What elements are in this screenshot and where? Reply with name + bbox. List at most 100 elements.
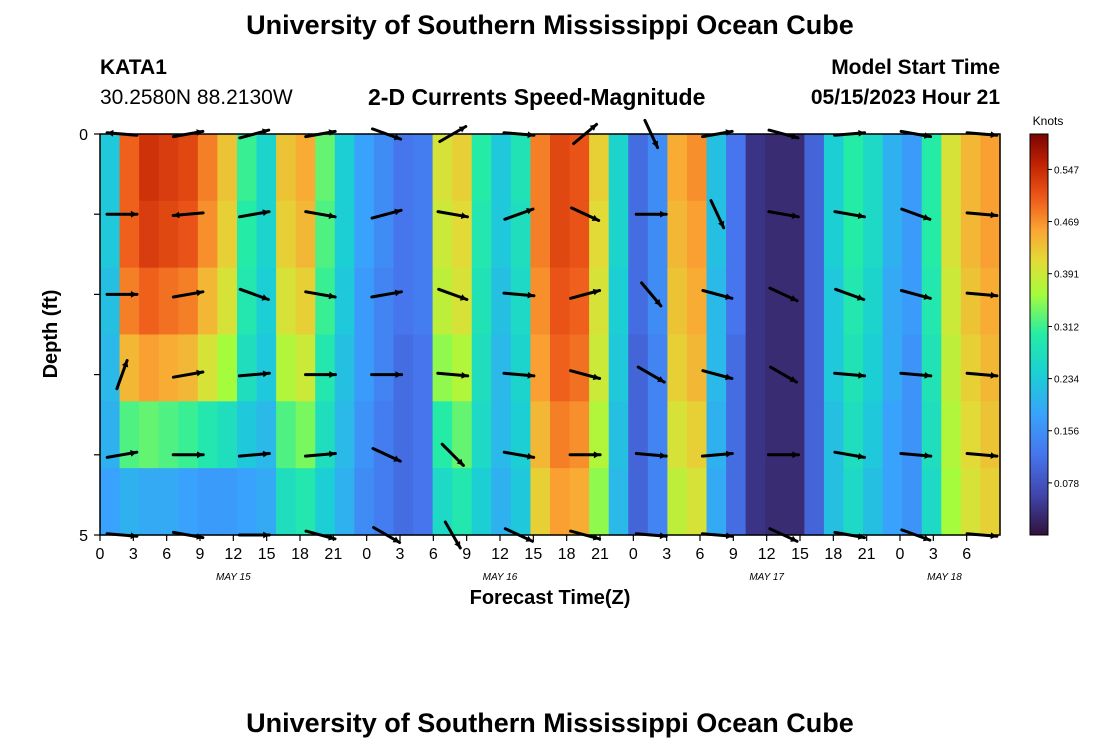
heatmap-cell — [276, 468, 297, 536]
current-arrow — [304, 210, 337, 219]
heatmap-cell — [197, 200, 218, 269]
heatmap-cell — [510, 134, 532, 202]
current-arrow — [171, 451, 205, 459]
heatmap-cell — [530, 468, 551, 536]
heatmap-cell — [236, 334, 258, 402]
heatmap-cell — [784, 468, 805, 536]
heatmap-cell — [530, 334, 551, 402]
heatmap-cell — [980, 134, 1001, 202]
current-arrow — [371, 447, 402, 463]
current-arrow — [503, 207, 535, 221]
heatmap-cell — [354, 134, 375, 202]
heatmap-cell — [843, 401, 864, 469]
heatmap-cell — [628, 267, 649, 336]
heatmap-cell — [139, 134, 160, 202]
heatmap-cell — [745, 200, 766, 269]
heatmap-cell — [158, 468, 179, 536]
heatmap-cell — [882, 468, 903, 536]
heatmap-cell — [667, 401, 688, 469]
heatmap-cell — [784, 267, 805, 336]
date-label: MAY 17 — [749, 572, 784, 583]
current-arrow — [709, 199, 726, 230]
y-axis-label: Depth (ft) — [40, 290, 62, 379]
heatmap-cell — [276, 401, 297, 469]
x-tick-label: 9 — [462, 546, 471, 563]
heatmap-cell — [941, 134, 962, 202]
heatmap-cell — [667, 334, 688, 402]
heatmap-cell — [804, 134, 825, 202]
x-tick-label: 0 — [96, 546, 105, 563]
heatmap-cell — [941, 468, 962, 536]
x-tick-label: 3 — [396, 546, 405, 563]
heatmap-cell — [960, 134, 982, 202]
x-tick-label: 3 — [129, 546, 138, 563]
current-arrow — [640, 281, 663, 308]
heatmap-cell — [921, 134, 942, 202]
heatmap-cell — [823, 267, 845, 336]
heatmap-cell — [804, 267, 825, 336]
current-arrow — [700, 450, 734, 458]
current-arrow — [105, 291, 139, 298]
heatmap-cell — [765, 200, 786, 269]
current-arrow — [965, 371, 999, 379]
heatmap-cell — [393, 200, 414, 269]
x-tick-label: 15 — [791, 546, 809, 563]
heatmap-cell — [295, 468, 316, 536]
heatmap-cell — [217, 267, 238, 336]
heatmap-cell — [393, 134, 414, 202]
current-arrow — [502, 371, 536, 379]
heatmap-cell — [100, 267, 121, 336]
heatmap-cell — [354, 401, 375, 469]
heatmap-cell — [726, 334, 747, 402]
heatmap-cell — [667, 468, 688, 536]
heatmap-cell — [393, 334, 414, 402]
x-tick-label: 6 — [162, 546, 171, 563]
heatmap-cell — [178, 134, 199, 202]
heatmap-cell — [139, 401, 160, 469]
heatmap-cell — [197, 468, 218, 536]
heatmap-cell — [452, 134, 473, 202]
x-axis: 0 3 6 9 12 15 18 21 0 3 6 9 12 15 18 21 0 3 6 9 12 15 18 21 0 3 6M… — [96, 535, 971, 583]
colorbar-tick-label: 0.156 — [1054, 427, 1079, 438]
heatmap-cell — [432, 267, 453, 336]
heatmap-cell — [706, 134, 727, 202]
current-arrow — [370, 208, 403, 220]
heatmap-cell — [432, 334, 453, 402]
current-arrow — [767, 210, 800, 219]
heatmap-cell — [902, 267, 923, 336]
heatmap-cell — [980, 401, 1001, 469]
current-arrow — [440, 442, 465, 467]
heatmap-cell — [256, 468, 277, 536]
heatmap-cell — [452, 401, 473, 469]
station-id: KATA1 — [100, 56, 167, 79]
heatmap-cell — [217, 468, 238, 536]
heatmap-cell — [158, 401, 179, 469]
heatmap-cell — [178, 401, 199, 469]
heatmap-cell — [686, 134, 708, 202]
heatmap-cell — [960, 267, 982, 336]
current-arrow — [636, 365, 666, 384]
heatmap-cell — [765, 401, 786, 469]
heatmap-cell — [726, 401, 747, 469]
heatmap-cell — [882, 334, 903, 402]
heatmap-cell — [608, 401, 629, 469]
current-arrow — [237, 370, 271, 378]
heatmap-cell — [119, 334, 140, 402]
heatmap-cell — [432, 134, 453, 202]
current-arrow — [768, 286, 799, 303]
heatmap-cell — [726, 200, 747, 269]
heatmap-cell — [100, 334, 121, 402]
heatmap-cell — [823, 401, 845, 469]
heatmap-cell — [843, 334, 864, 402]
heatmap-cell — [608, 334, 629, 402]
heatmap-cell — [726, 134, 747, 202]
x-tick-label: 15 — [258, 546, 276, 563]
heatmap-cell — [510, 468, 532, 536]
current-arrow — [701, 369, 734, 381]
heatmap-cell — [550, 134, 571, 202]
x-tick-label: 12 — [224, 546, 242, 563]
heatmap-cell — [393, 468, 414, 536]
current-arrow — [569, 288, 602, 300]
heatmap-cell — [236, 468, 258, 536]
current-arrow — [304, 450, 337, 458]
